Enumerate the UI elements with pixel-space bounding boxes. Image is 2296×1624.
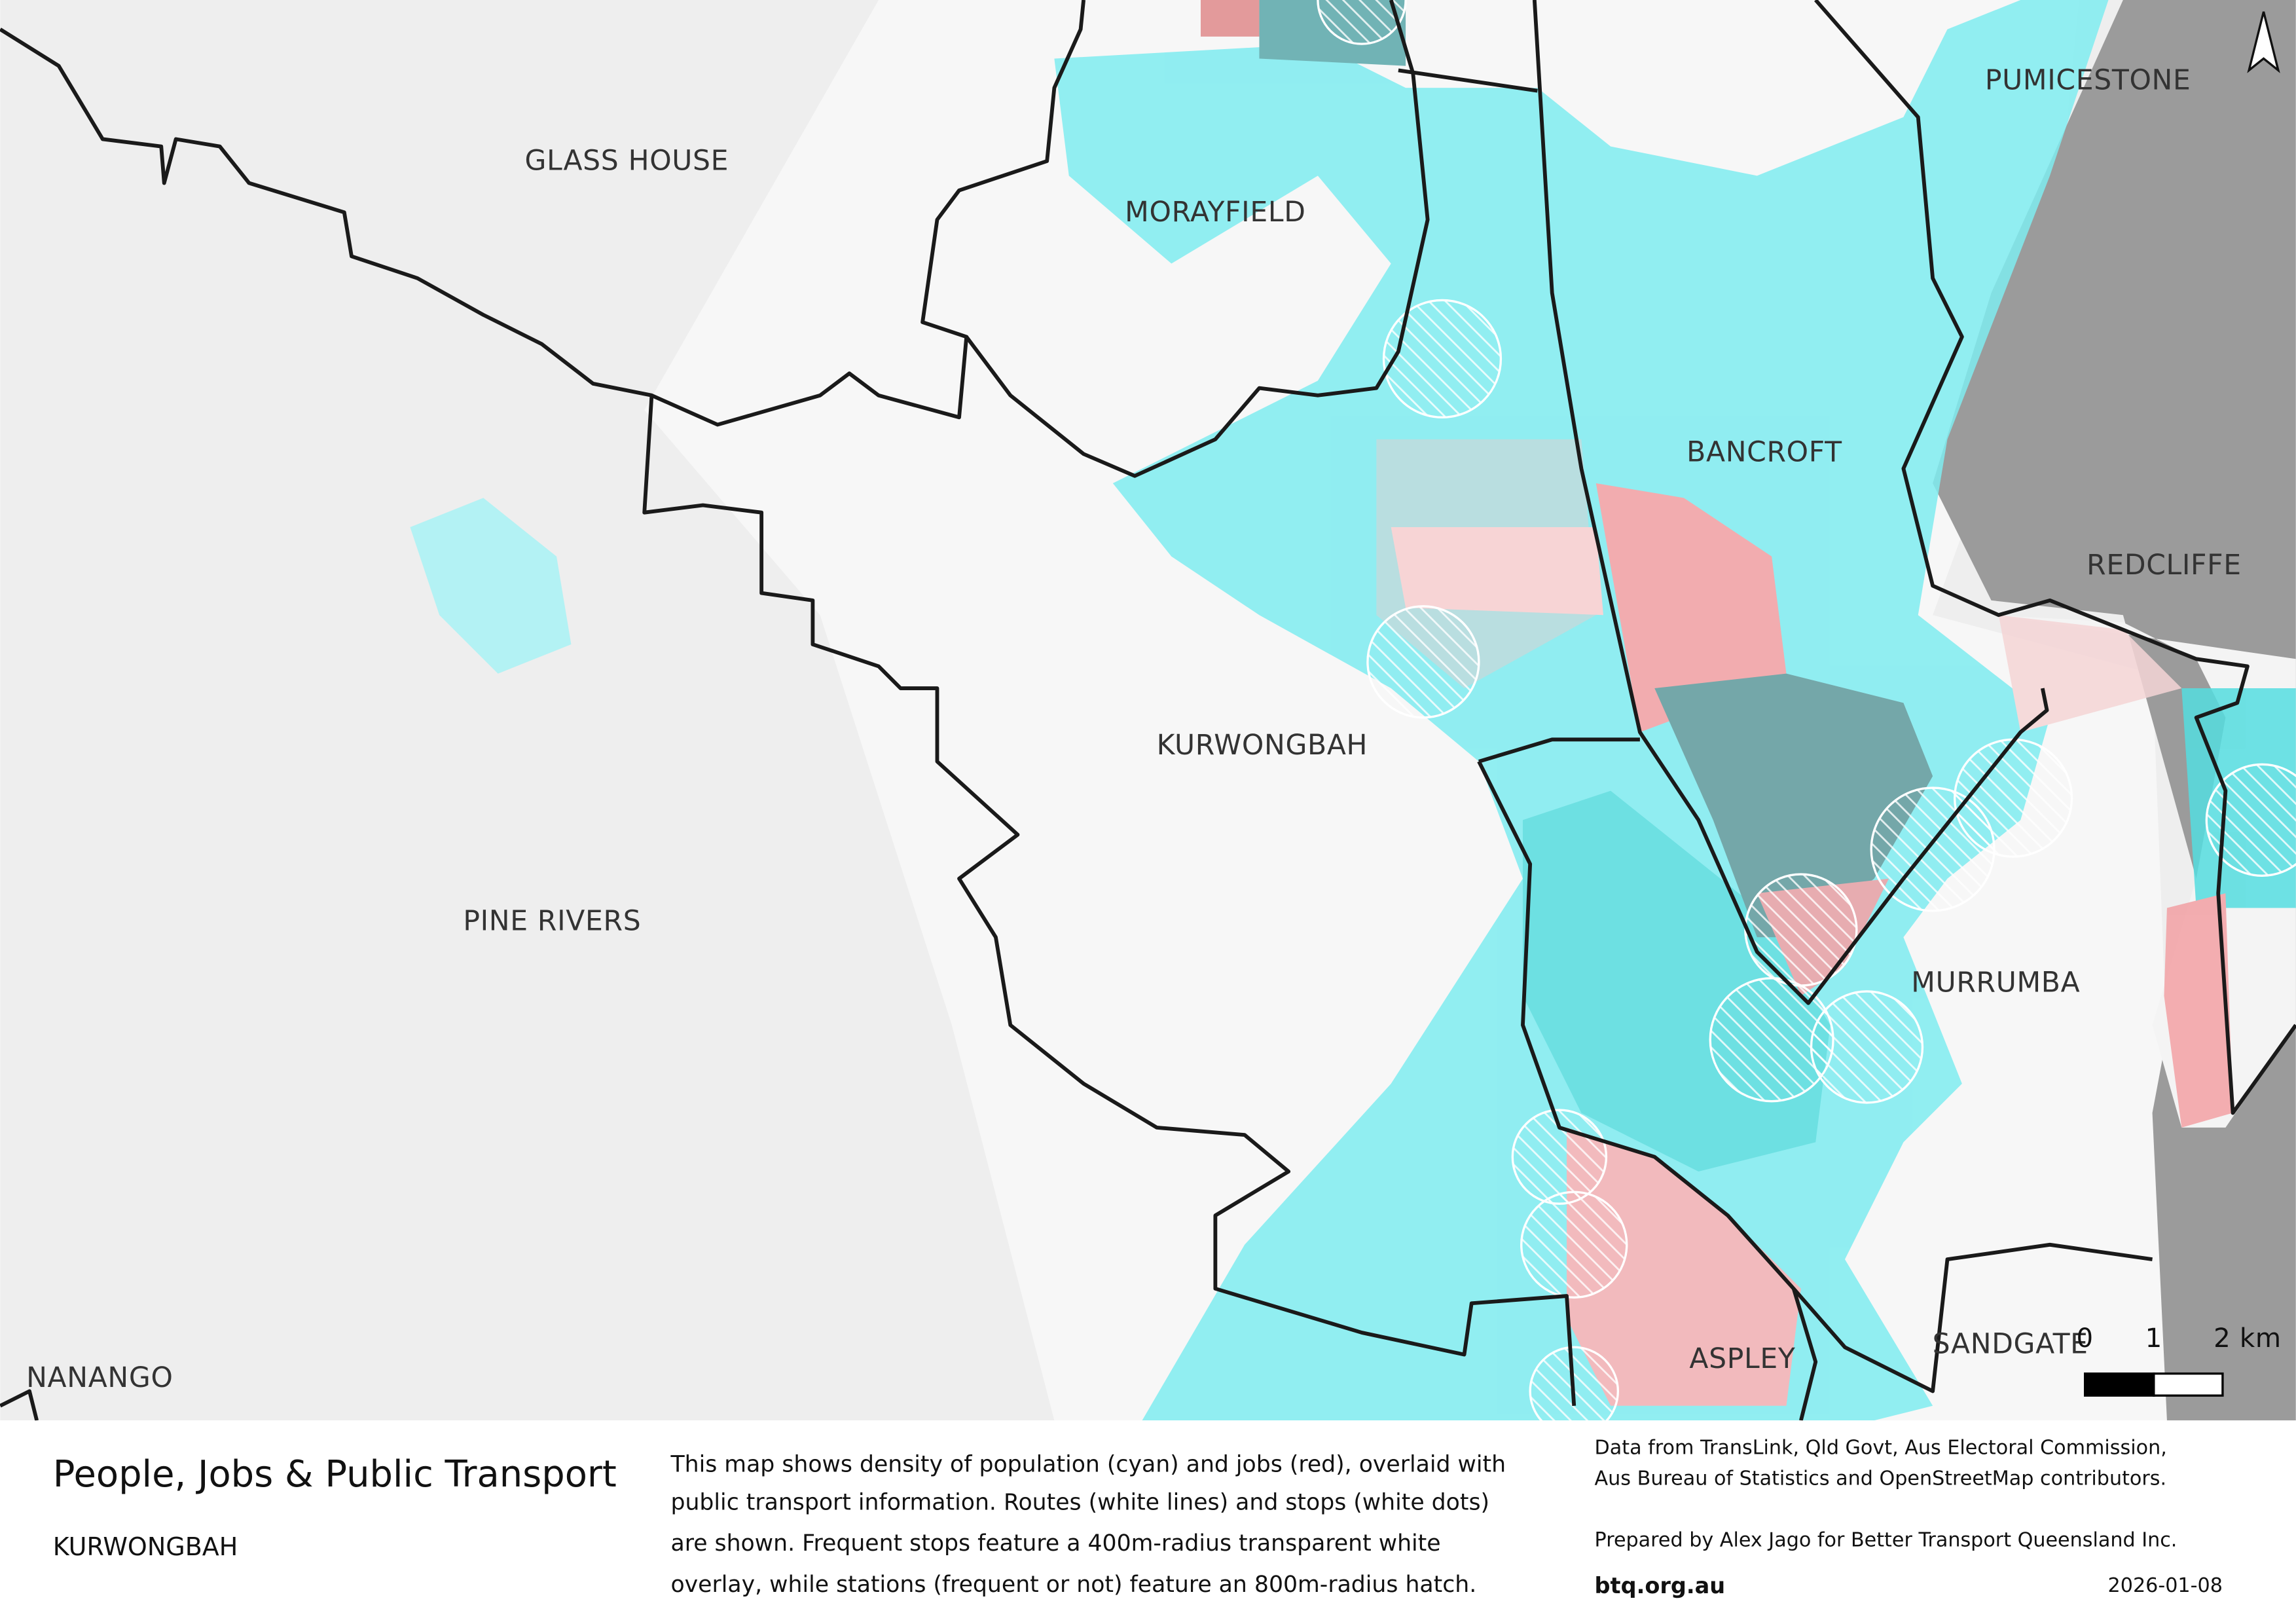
scale-label: 2 km <box>2214 1323 2282 1354</box>
place-label: ASPLEY <box>1689 1343 1795 1375</box>
place-label: GLASS HOUSE <box>525 145 729 177</box>
footer: People, Jobs & Public Transport KURWONGB… <box>0 1420 2296 1624</box>
credits-line: Data from TransLink, Qld Govt, Aus Elect… <box>1595 1437 2167 1460</box>
description-line: public transport information. Routes (wh… <box>670 1490 1489 1516</box>
scale-bar: 0 1 2 km <box>2077 1323 2282 1397</box>
description-line: This map shows density of population (cy… <box>670 1451 1506 1477</box>
description-line: are shown. Frequent stops feature a 400m… <box>670 1530 1440 1557</box>
scale-label: 1 <box>2145 1323 2162 1354</box>
place-label: PUMICESTONE <box>1985 65 2191 97</box>
place-label: MORAYFIELD <box>1125 196 1305 229</box>
place-label: SANDGATE <box>1933 1329 2088 1361</box>
place-label: REDCLIFFE <box>2086 549 2242 581</box>
station-hatches <box>1317 0 2296 1437</box>
place-label: MURRUMBA <box>1911 967 2080 999</box>
description-line: overlay, while stations (frequent or not… <box>670 1572 1476 1598</box>
credits-line: Aus Bureau of Statistics and OpenStreetM… <box>1595 1467 2167 1490</box>
place-label: KURWONGBAH <box>1157 729 1368 762</box>
boundaries <box>0 0 2296 1421</box>
place-labels: GLASS HOUSE MORAYFIELD PUMICESTONE BANCR… <box>26 65 2242 1394</box>
date: 2026-01-08 <box>2108 1574 2223 1597</box>
scale-label: 0 <box>2077 1323 2094 1354</box>
place-label: PINE RIVERS <box>463 905 641 937</box>
url: btq.org.au <box>1595 1573 1726 1598</box>
footer-title: People, Jobs & Public Transport <box>53 1453 617 1496</box>
place-label: NANANGO <box>26 1362 173 1394</box>
place-label: BANCROFT <box>1686 437 1842 469</box>
footer-subtitle: KURWONGBAH <box>53 1532 238 1561</box>
prepared-by: Prepared by Alex Jago for Better Transpo… <box>1595 1528 2178 1551</box>
north-arrow <box>2247 11 2280 73</box>
